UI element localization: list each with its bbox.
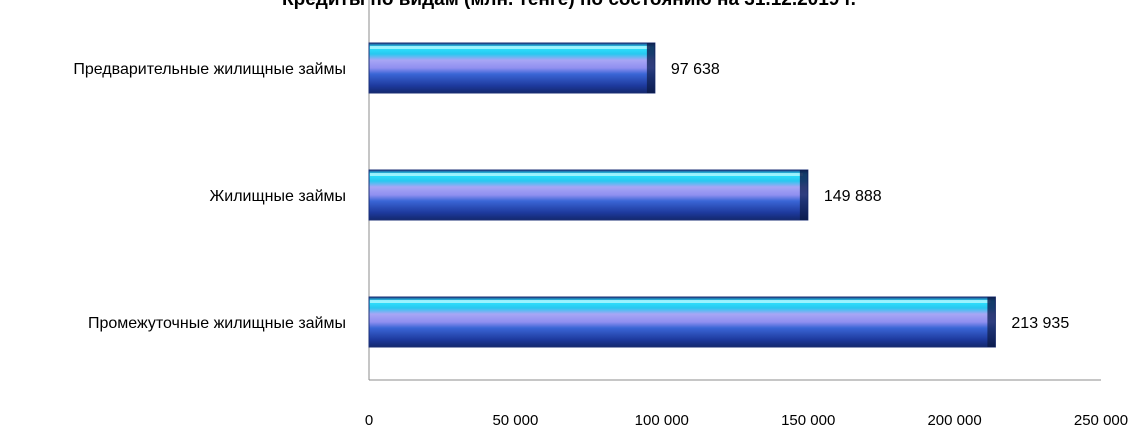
data-label: 213 935 bbox=[1011, 315, 1069, 332]
bar bbox=[368, 296, 996, 348]
category-label: Жилищные займы bbox=[210, 188, 347, 205]
x-tick-label: 50 000 bbox=[492, 412, 538, 428]
category-label: Промежуточные жилищные займы bbox=[88, 315, 346, 332]
chart-title: Кредиты по видам (млн. тенге) по состоян… bbox=[0, 0, 1138, 11]
x-tick-label: 250 000 bbox=[1074, 412, 1128, 428]
data-label: 149 888 bbox=[824, 188, 882, 205]
x-tick-label: 0 bbox=[365, 412, 373, 428]
bar bbox=[368, 169, 809, 221]
bar-highlight bbox=[370, 173, 803, 176]
bar bbox=[368, 42, 656, 94]
bar-highlight bbox=[370, 300, 991, 303]
bar-end-cap bbox=[646, 43, 655, 93]
bar-highlight bbox=[370, 46, 650, 49]
category-label: Предварительные жилищные займы bbox=[73, 61, 346, 78]
bar-end-cap bbox=[799, 170, 808, 220]
x-tick-label: 200 000 bbox=[927, 412, 981, 428]
bar-end-cap bbox=[987, 297, 996, 347]
x-tick-label: 150 000 bbox=[781, 412, 835, 428]
data-label: 97 638 bbox=[671, 61, 720, 78]
x-tick-label: 100 000 bbox=[635, 412, 689, 428]
